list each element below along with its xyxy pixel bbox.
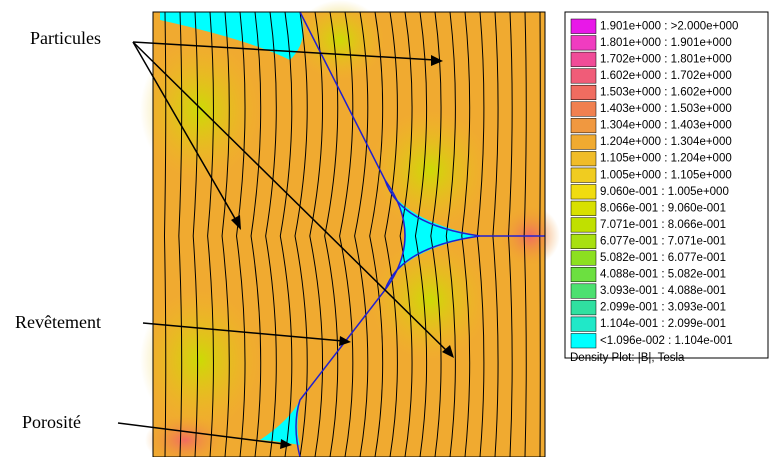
legend-swatch: [570, 118, 597, 134]
legend-label: 1.503e+000 : 1.602e+000: [600, 87, 732, 99]
flux-line: [399, 11, 413, 457]
legend-swatch: [570, 283, 597, 299]
legend-swatch: [570, 35, 597, 51]
legend-title: Density Plot: |B|, Tesla: [570, 352, 685, 364]
flux-line: [178, 11, 183, 457]
legend-swatch: [570, 134, 597, 150]
legend-label: 6.077e-001 : 7.071e-001: [600, 235, 726, 247]
legend-swatch: [570, 200, 597, 216]
legend-swatch: [570, 316, 597, 332]
legend-swatch: [570, 84, 597, 100]
legend-swatch: [570, 300, 597, 316]
legend-box: [564, 11, 769, 359]
flux-line: [250, 11, 262, 457]
flux-line: [369, 11, 384, 457]
legend: 1.901e+000 : >2.000e+000 1.801e+000 : 1.9…: [570, 18, 738, 364]
flux-line: [207, 11, 214, 457]
legend-label: 2.099e-001 : 3.093e-001: [600, 302, 726, 314]
legend-swatch: [570, 151, 597, 167]
legend-swatch: [570, 101, 597, 117]
flux-line: [539, 11, 541, 457]
legend-label: 1.602e+000 : 1.702e+000: [600, 70, 732, 82]
legend-swatch: [570, 18, 597, 34]
flux-line: [279, 11, 293, 457]
legend-swatch: [570, 167, 597, 183]
flux-line: [163, 11, 167, 457]
annotation-arrows: [117, 41, 454, 449]
legend-swatch: [570, 267, 597, 283]
annotation: Porosité: [22, 412, 81, 432]
flux-line: [414, 11, 428, 457]
legend-swatch: [570, 250, 597, 266]
legend-label: 1.204e+000 : 1.304e+000: [600, 136, 732, 148]
legend-label: 3.093e-001 : 4.088e-001: [600, 285, 726, 297]
annotation: Particules: [30, 28, 101, 48]
legend-label: 1.005e+000 : 1.105e+000: [600, 169, 732, 181]
flux-line: [430, 11, 442, 457]
flux-line: [294, 11, 308, 457]
flux-line: [324, 11, 339, 457]
legend-label: 1.403e+000 : 1.503e+000: [600, 103, 732, 115]
annotation: Revêtement: [15, 312, 101, 332]
legend-label: 7.071e-001 : 8.066e-001: [600, 219, 726, 231]
flux-line: [445, 11, 456, 457]
legend-swatch: [570, 233, 597, 249]
flux-line: [354, 11, 369, 457]
legend-label: 8.066e-001 : 9.060e-001: [600, 202, 726, 214]
legend-label: 1.105e+000 : 1.204e+000: [600, 153, 732, 165]
legend-label: 1.901e+000 : >2.000e+000: [600, 20, 738, 32]
legend-label: 9.060e-001 : 1.005e+000: [600, 186, 729, 198]
flux-line: [265, 11, 277, 457]
legend-label: 1.104e-001 : 2.099e-001: [600, 318, 726, 330]
legend-swatch: [570, 184, 597, 200]
legend-label: 1.702e+000 : 1.801e+000: [600, 53, 732, 65]
legend-label: 1.801e+000 : 1.901e+000: [600, 37, 732, 49]
flux-line: [192, 11, 199, 457]
field-plot: [140, 0, 560, 457]
legend-swatch: [570, 68, 597, 84]
legend-swatch: [570, 217, 597, 233]
flux-line: [384, 11, 398, 457]
legend-swatch: [570, 333, 597, 349]
flux-line: [461, 11, 471, 457]
flux-line: [221, 11, 230, 457]
legend-label: 4.088e-001 : 5.082e-001: [600, 269, 726, 281]
legend-label: <1.096e-002 : 1.104e-001: [600, 335, 733, 347]
legend-label: 5.082e-001 : 6.077e-001: [600, 252, 726, 264]
flux-line: [236, 11, 246, 457]
legend-swatch: [570, 51, 597, 67]
flux-line: [309, 11, 324, 457]
legend-label: 1.304e+000 : 1.403e+000: [600, 120, 732, 132]
flux-line: [339, 11, 354, 457]
